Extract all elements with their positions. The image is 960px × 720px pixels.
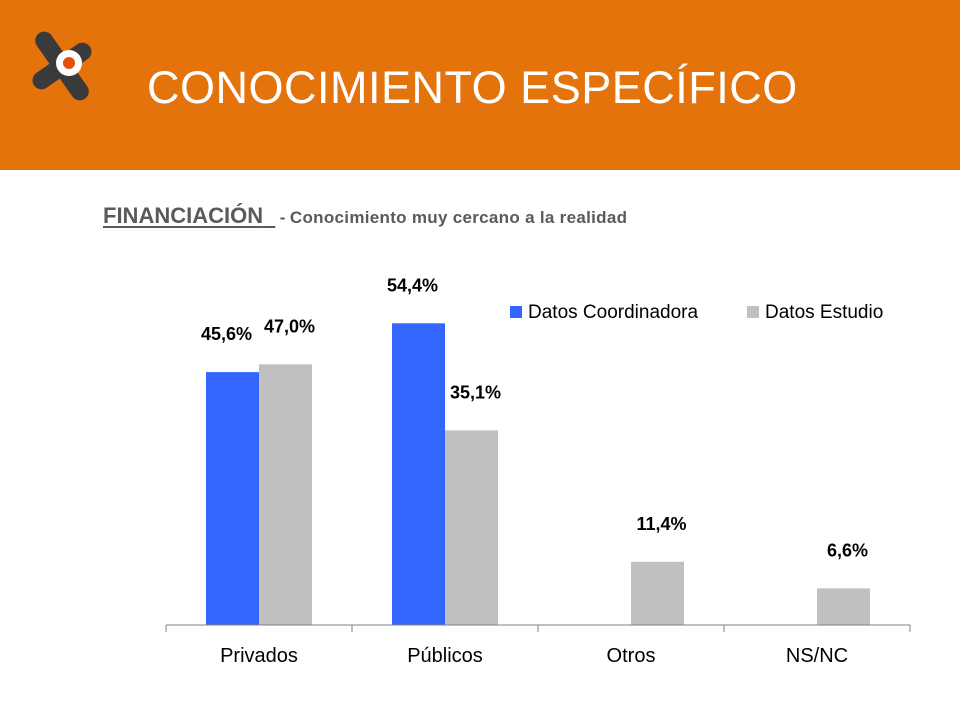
x-tick-label: Públicos [407, 645, 483, 667]
bar-otros-series-1 [631, 561, 684, 625]
section-description: Conocimiento muy cercano a la realidad [289, 208, 628, 227]
section-subtitle: FINANCIACIÓN - Conocimiento muy cercano … [103, 203, 627, 229]
brand-logo-icon [32, 31, 92, 101]
bar-privados-series-1 [259, 364, 312, 625]
x-tick-label: NS/NC [786, 645, 848, 667]
legend-label: Datos Estudio [765, 302, 883, 323]
x-tick-label: Privados [220, 645, 298, 667]
bar-pblicos-series-1 [445, 430, 498, 625]
section-heading: FINANCIACIÓN [103, 203, 264, 228]
data-label: 35,1% [450, 382, 501, 402]
page-title: CONOCIMIENTO ESPECÍFICO [147, 62, 798, 113]
bar-nsnc-series-1 [817, 588, 870, 625]
legend-swatch [747, 306, 759, 318]
subtitle-separator: - [279, 208, 286, 227]
bar-pblicos-series-0 [392, 323, 445, 625]
legend-swatch [510, 306, 522, 318]
data-label: 11,4% [636, 514, 686, 534]
bar-privados-series-0 [206, 372, 259, 625]
data-label: 47,0% [264, 316, 315, 336]
x-tick-label: Otros [607, 645, 656, 667]
data-label: 54,4% [387, 275, 438, 295]
data-label: 45,6% [201, 324, 252, 344]
header-banner: CONOCIMIENTO ESPECÍFICO [0, 0, 960, 170]
legend-label: Datos Coordinadora [528, 302, 698, 323]
data-label: 6,6% [827, 540, 868, 560]
